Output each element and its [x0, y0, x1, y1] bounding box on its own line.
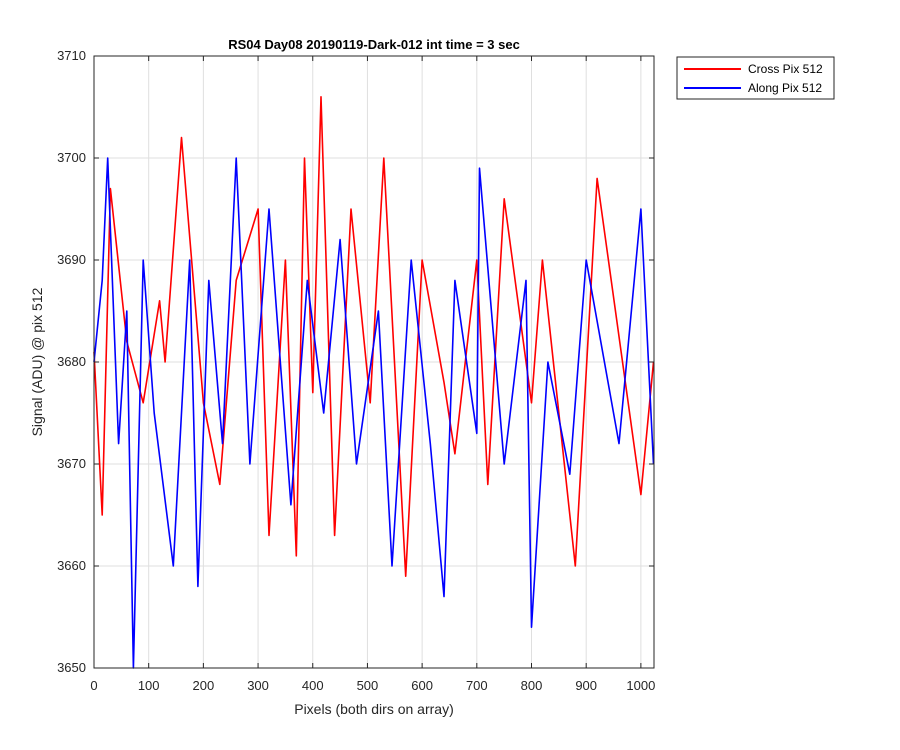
y-axis-label: Signal (ADU) @ pix 512	[29, 287, 45, 436]
chart-title: RS04 Day08 20190119-Dark-012 int time = …	[228, 37, 520, 52]
x-tick-label: 0	[90, 678, 97, 693]
x-tick-label: 100	[138, 678, 160, 693]
x-axis-label: Pixels (both dirs on array)	[294, 701, 454, 717]
legend-box	[676, 56, 835, 100]
x-tick-label: 700	[466, 678, 488, 693]
legend-label-along: Along Pix 512	[748, 81, 822, 95]
y-tick-label: 3700	[57, 150, 86, 165]
x-tick-label: 900	[575, 678, 597, 693]
x-tick-label: 1000	[626, 678, 655, 693]
x-tick-label: 500	[357, 678, 379, 693]
x-tick-label: 400	[302, 678, 324, 693]
legend-label-cross: Cross Pix 512	[748, 62, 823, 76]
x-tick-label: 300	[247, 678, 269, 693]
y-tick-label: 3680	[57, 354, 86, 369]
series-layer	[93, 96, 655, 669]
x-tick-label: 200	[193, 678, 215, 693]
y-tick-label: 3670	[57, 456, 86, 471]
y-tick-label: 3650	[57, 660, 86, 675]
series-line-cross-pix-512	[93, 96, 655, 578]
x-tick-label: 800	[521, 678, 543, 693]
legend: Cross Pix 512 Along Pix 512	[676, 56, 835, 100]
y-tick-label: 3710	[57, 48, 86, 63]
series-line-along-pix-512	[93, 157, 655, 669]
ticks: 0 100 200 300 400 500 600 700 800 900 1000 3650 3660…	[57, 48, 655, 693]
y-tick-label: 3690	[57, 252, 86, 267]
y-tick-label: 3660	[57, 558, 86, 573]
x-tick-label: 600	[411, 678, 433, 693]
